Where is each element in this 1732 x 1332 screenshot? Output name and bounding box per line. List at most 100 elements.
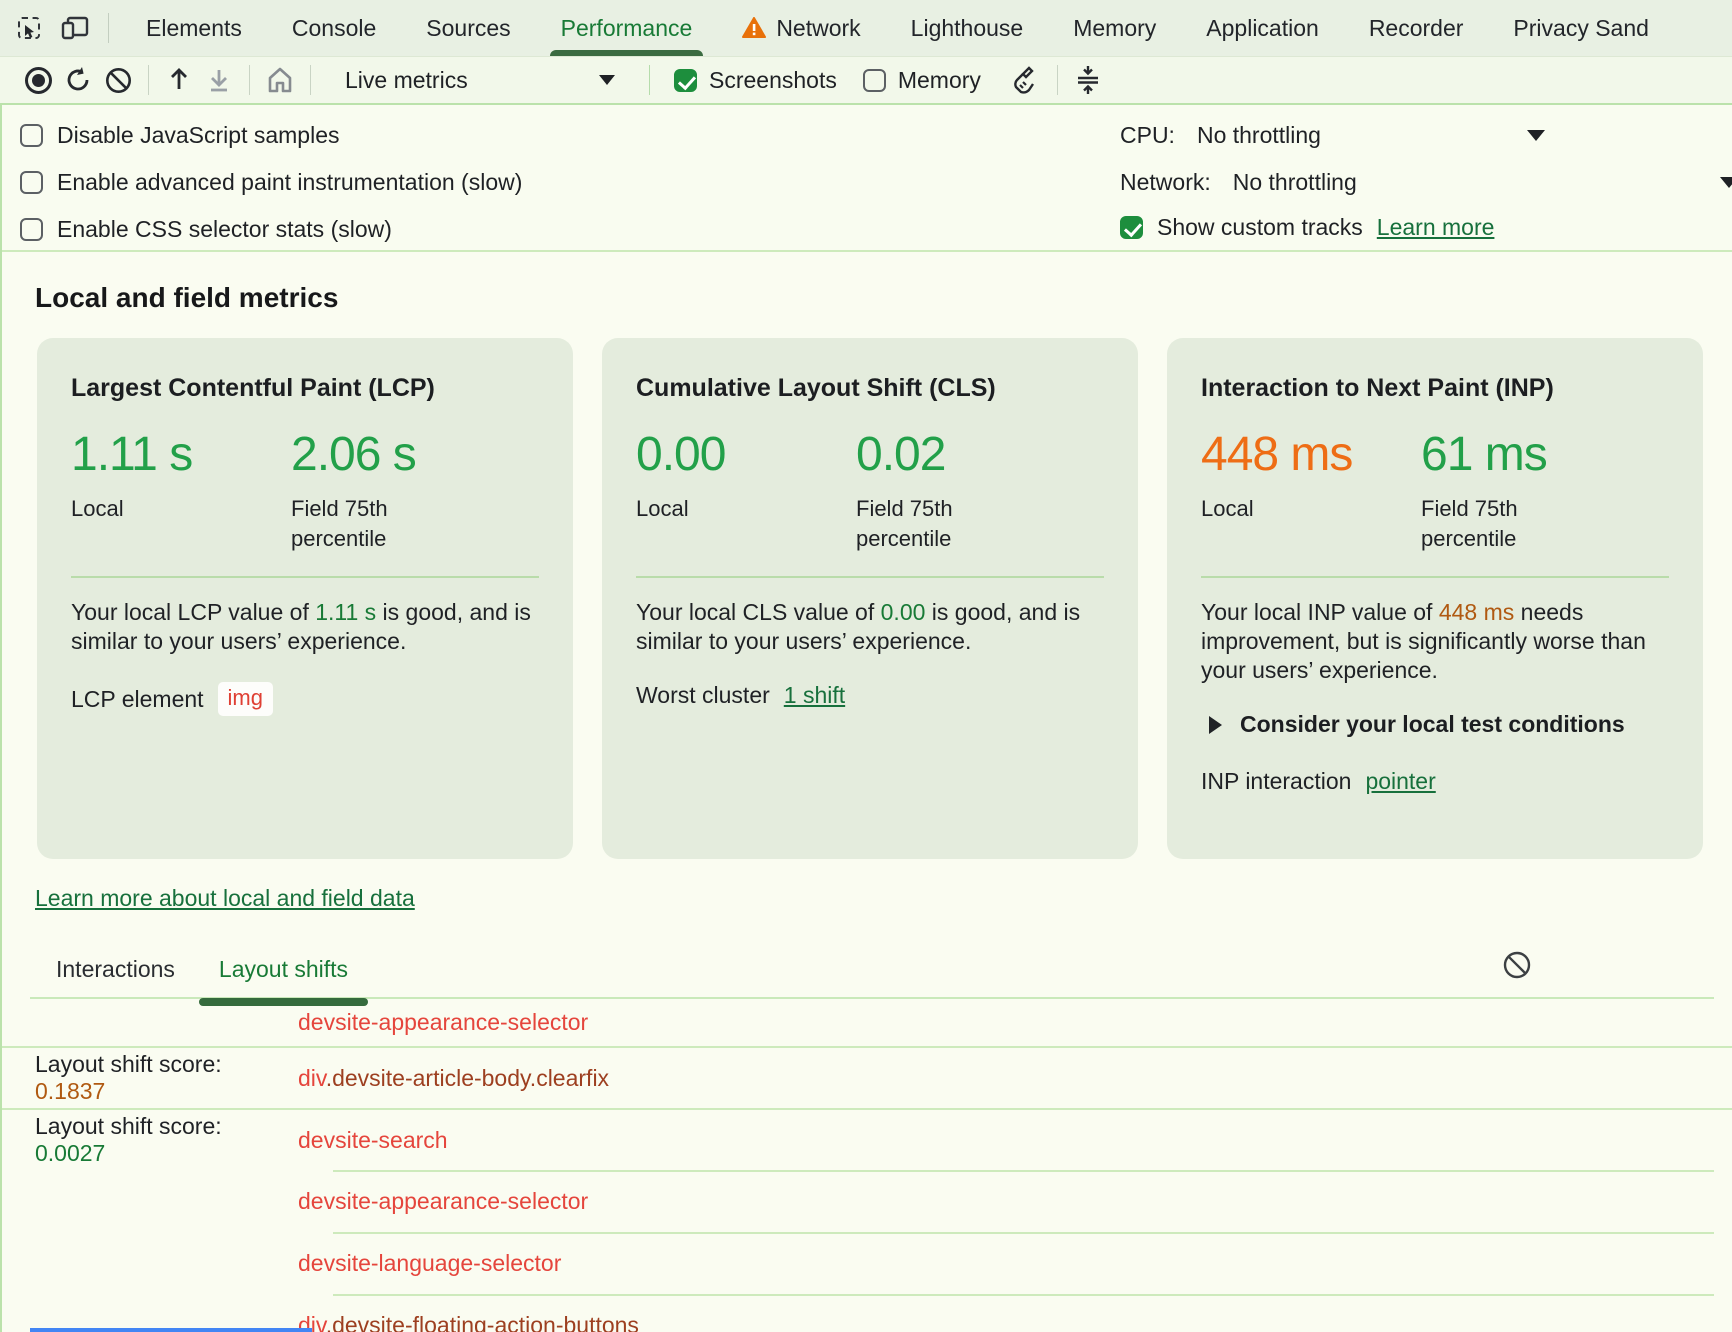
table-row: devsite-appearance-selector <box>0 999 1732 1046</box>
chevron-down-icon <box>1527 129 1545 141</box>
clear-log-icon[interactable] <box>1502 950 1532 980</box>
tab-console[interactable]: Console <box>291 14 377 41</box>
toolbar-separator <box>310 65 311 95</box>
layout-shifts-table: devsite-appearance-selector Layout shift… <box>0 999 1732 1332</box>
shift-element-link[interactable]: devsite-language-selector <box>298 1249 562 1276</box>
custom-tracks-checkbox[interactable] <box>1120 215 1143 239</box>
clipped-selection-bar <box>30 1328 312 1332</box>
table-row: Layout shift score: 0.1837 div.devsite-a… <box>0 1046 1732 1108</box>
cls-card-title: Cumulative Layout Shift (CLS) <box>636 374 996 402</box>
lcp-card-title: Largest Contentful Paint (LCP) <box>71 374 435 402</box>
lcp-description: Your local LCP value of 1.11 s is good, … <box>71 599 531 654</box>
panel-tabs: Elements Console Sources Performance Net… <box>121 0 1674 56</box>
shift-element-link[interactable]: div.devsite-floating-action-buttons <box>298 1311 639 1332</box>
screenshots-toggle[interactable]: Screenshots <box>674 67 863 94</box>
capture-settings: Disable JavaScript samples Enable advanc… <box>0 105 1732 252</box>
shift-element-link[interactable]: devsite-appearance-selector <box>298 1187 589 1214</box>
lcp-card: Largest Contentful Paint (LCP) 1.11 s Lo… <box>37 338 573 859</box>
tab-network[interactable]: Network <box>717 0 885 56</box>
network-throttling-select[interactable]: Network: No throttling <box>1120 164 1732 200</box>
shift-score-value: 0.1837 <box>35 1078 106 1104</box>
tabbar-separator <box>108 13 109 43</box>
reload-record-button[interactable] <box>58 60 98 100</box>
tab-privacy-sandbox[interactable]: Privacy Sand <box>1513 14 1649 41</box>
advanced-paint-checkbox[interactable] <box>20 170 43 194</box>
lcp-field-label: Field 75th percentile <box>291 496 388 551</box>
performance-toolbar: Live metrics Screenshots Memory <box>0 57 1732 105</box>
lcp-local-value: 1.11 s <box>71 428 193 481</box>
tab-elements[interactable]: Elements <box>146 14 242 41</box>
tab-lighthouse[interactable]: Lighthouse <box>910 14 1024 41</box>
lcp-element-chip[interactable]: img <box>217 682 273 716</box>
inspect-element-icon[interactable] <box>14 13 44 43</box>
css-selector-stats-checkbox[interactable] <box>20 217 43 241</box>
shift-element-link[interactable]: div.devsite-article-body.clearfix <box>298 1064 610 1091</box>
clear-button[interactable] <box>98 60 138 100</box>
local-test-conditions-disclosure[interactable]: Consider your local test conditions <box>1201 711 1673 738</box>
custom-tracks-learn-more-link[interactable]: Learn more <box>1376 213 1495 240</box>
tab-memory[interactable]: Memory <box>1073 14 1157 41</box>
inp-field-label: Field 75th percentile <box>1421 496 1518 551</box>
toolbar-separator <box>1056 65 1058 95</box>
inp-interaction-label: INP interaction <box>1201 768 1352 794</box>
toolbar-separator <box>649 65 650 95</box>
screenshots-checkbox[interactable] <box>674 68 697 92</box>
tab-recorder[interactable]: Recorder <box>1368 14 1464 41</box>
devtools-tabbar: Elements Console Sources Performance Net… <box>0 0 1732 57</box>
cls-card: Cumulative Layout Shift (CLS) 0.00 Local… <box>602 338 1138 859</box>
shift-element-link[interactable]: devsite-appearance-selector <box>298 1009 589 1035</box>
chevron-down-icon <box>1720 176 1732 188</box>
cls-local-value: 0.00 <box>636 428 726 481</box>
live-metrics-dropdown[interactable]: Live metrics <box>321 67 639 94</box>
lcp-local-label: Local <box>71 496 124 521</box>
record-button[interactable] <box>18 60 58 100</box>
inp-local-value: 448 ms <box>1201 428 1353 481</box>
learn-more-field-data-link[interactable]: Learn more about local and field data <box>35 885 415 911</box>
inp-local-label: Local <box>1201 496 1254 521</box>
memory-toggle[interactable]: Memory <box>862 67 1007 94</box>
collapse-shortcuts-icon[interactable] <box>1068 60 1108 100</box>
shift-element-link[interactable]: devsite-search <box>298 1126 448 1153</box>
lcp-element-label: LCP element <box>71 685 204 712</box>
metric-cards: Largest Contentful Paint (LCP) 1.11 s Lo… <box>37 338 1732 859</box>
memory-checkbox[interactable] <box>862 68 886 92</box>
worst-cluster-link[interactable]: 1 shift <box>783 682 846 708</box>
chevron-down-icon <box>599 75 615 85</box>
page-title: Local and field metrics <box>35 282 339 313</box>
upload-profile-icon[interactable] <box>159 60 199 100</box>
cls-description: Your local CLS value of 0.00 is good, an… <box>636 599 1081 654</box>
worst-cluster-label: Worst cluster <box>636 682 770 708</box>
cls-field-label: Field 75th percentile <box>856 496 953 551</box>
inp-description: Your local INP value of 448 ms needs imp… <box>1201 599 1646 683</box>
table-row: Layout shift score: 0.0027 devsite-searc… <box>0 1108 1732 1170</box>
inp-interaction-link[interactable]: pointer <box>1365 768 1436 794</box>
inp-field-value: 61 ms <box>1421 428 1548 481</box>
cpu-throttling-select[interactable]: CPU: No throttling <box>1120 117 1545 153</box>
card-divider <box>636 576 1104 578</box>
device-toolbar-icon[interactable] <box>60 13 90 43</box>
tab-interactions[interactable]: Interactions <box>56 956 175 982</box>
css-selector-stats-toggle[interactable]: Enable CSS selector stats (slow) <box>20 211 392 247</box>
live-metrics-view: Local and field metrics Largest Contentf… <box>0 282 1732 1332</box>
cls-local-label: Local <box>636 496 689 521</box>
home-button[interactable] <box>260 60 300 100</box>
tab-layout-shifts[interactable]: Layout shifts <box>198 956 369 1006</box>
tab-sources[interactable]: Sources <box>426 14 511 41</box>
toolbar-separator <box>148 65 149 95</box>
disable-js-samples-checkbox[interactable] <box>20 123 43 147</box>
card-divider <box>1201 576 1669 578</box>
table-row: devsite-appearance-selector <box>0 1170 1732 1232</box>
table-row: devsite-language-selector <box>0 1232 1732 1294</box>
advanced-paint-toggle[interactable]: Enable advanced paint instrumentation (s… <box>20 164 522 200</box>
show-custom-tracks-toggle[interactable]: Show custom tracks Learn more <box>1120 209 1494 245</box>
log-tabs: Interactions Layout shifts <box>0 951 1732 1006</box>
disable-js-samples-toggle[interactable]: Disable JavaScript samples <box>20 117 340 153</box>
inp-card-title: Interaction to Next Paint (INP) <box>1201 374 1554 402</box>
download-profile-icon[interactable] <box>199 60 239 100</box>
tab-performance[interactable]: Performance <box>536 0 718 56</box>
gc-broom-icon[interactable] <box>1007 60 1047 100</box>
table-row: div.devsite-floating-action-buttons <box>0 1294 1732 1332</box>
toolbar-separator <box>249 65 250 95</box>
tab-application[interactable]: Application <box>1206 14 1319 41</box>
card-divider <box>71 576 539 578</box>
